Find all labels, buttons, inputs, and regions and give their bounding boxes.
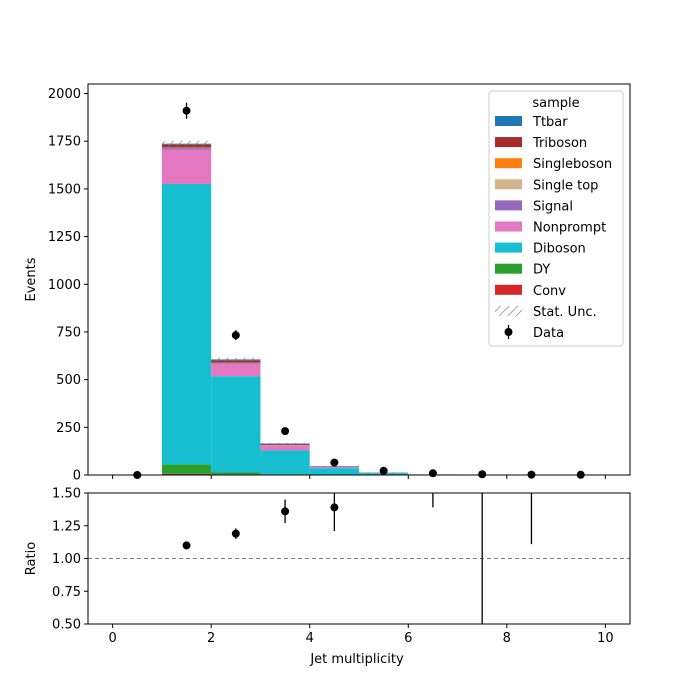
main-y-tick-label-7: 1750 [48,135,81,150]
legend-label-ttbar: Ttbar [532,115,568,130]
bar-dy-bin-1 [161,464,212,474]
legend-label-dy: DY [533,263,550,278]
main-y-tick-label-6: 1500 [48,182,81,197]
main-y-tick-label-0: 0 [73,469,81,484]
main-y-tick-label-2: 500 [56,373,81,388]
data-point-2 [231,331,240,340]
ratio-point-4 [429,424,437,432]
x-tick-label-3: 6 [404,631,412,646]
bar-signal-bin-1 [161,148,212,150]
bar-nonprompt-bin-1 [161,149,212,184]
legend-label-signal: Signal [533,199,573,214]
x-tick-label-0: 0 [108,631,116,646]
bar-diboson-bin-1 [161,183,212,465]
legend-swatch-triboson [495,137,522,148]
stat-unc-bin-1 [161,140,212,147]
ratio-y-tick-label-2: 1.00 [52,552,81,567]
legend-label-stat-unc: Stat. Unc. [533,305,597,320]
ratio-point-5 [478,463,486,471]
stat-unc-bin-2 [211,357,261,362]
bar-diboson-bin-3 [260,450,310,475]
bar-nonprompt-bin-2 [211,363,261,377]
legend-title: sample [532,96,579,111]
bar-dy-bin-2 [211,472,261,475]
legend-label-diboson: Diboson [533,242,586,257]
bar-triboson-bin-3 [260,444,310,446]
bar-nonprompt-bin-4 [309,467,359,469]
legend-swatch-nonprompt [495,221,522,232]
ratio-x-ticks: 0 2 4 6 8 10 [108,624,614,646]
main-axes-frame [87,83,631,476]
ratio-point-0 [182,541,191,550]
bar-diboson-bin-2 [211,376,261,473]
legend-swatch-single-top [495,179,522,190]
ratio-point-3 [330,503,339,512]
x-tick-label-1: 2 [207,631,215,646]
legend-label-single-top: Single top [533,178,598,193]
x-axis-label: Jet multiplicity [309,652,404,667]
bar-diboson-bin-4 [309,468,359,475]
legend-label-conv: Conv [533,284,566,299]
x-tick-label-5: 10 [597,631,614,646]
legend-swatch-ttbar [495,116,522,126]
x-tick-label-4: 8 [503,631,511,646]
legend-swatch-stat-unc [495,305,522,316]
main-x-ticks [112,475,606,479]
legend-swatch-signal [495,200,522,211]
ratio-y-tick-label-4: 1.50 [52,487,81,502]
main-y-tick-label-4: 1000 [48,278,81,293]
main-y-tick-label-1: 250 [56,421,81,436]
legend-swatch-dy [495,263,522,274]
ratio-plot: 0.50 0.75 1.00 1.25 1.50 0 2 4 6 8 10 Ratio Jet m… [24,424,631,667]
ratio-y-axis-label: Ratio [24,542,39,575]
data-point-3 [281,427,290,436]
legend-data-marker [504,328,513,336]
x-tick-label-2: 4 [306,631,314,646]
ratio-axes-frame [87,492,631,625]
ratio-point-1 [231,529,240,538]
bar-signal-bin-2 [211,363,261,364]
legend-frame [488,90,624,347]
data-point-7 [478,470,487,479]
stacked-histogram [161,143,507,475]
ratio-y-tick-label-3: 1.25 [52,519,81,534]
main-y-tick-label-3: 750 [56,325,81,340]
data-point-6 [428,469,437,478]
ratio-y-ticks: 0.50 0.75 1.00 1.25 1.50 [52,487,88,633]
ratio-y-tick-label-1: 0.75 [52,585,81,600]
ratio-points [182,424,535,624]
bar-nonprompt-bin-3 [260,445,310,451]
main-y-axis-label: Events [24,257,39,301]
legend-swatch-diboson [495,242,522,253]
main-y-tick-label-8: 2000 [48,87,81,102]
data-point-5 [379,466,388,475]
ratio-point-6 [527,450,535,458]
ratio-y-tick-label-0: 0.50 [52,618,81,633]
ratio-point-2 [281,507,290,516]
bar-triboson-bin-2 [211,360,261,363]
bar-conv-bin-1 [161,473,212,475]
main-y-tick-label-5: 1250 [48,230,81,245]
legend-label-data: Data [533,326,564,341]
legend-swatch-singleboson [495,158,522,169]
stat-unc-bin-3 [260,442,310,445]
legend: sample Ttbar Triboson Singleboson Single to… [488,90,624,347]
legend-label-nonprompt: Nonprompt [533,221,606,236]
data-points [133,102,585,479]
legend-swatch-conv [495,284,522,295]
legend-label-triboson: Triboson [532,136,587,151]
data-point-1 [182,106,191,115]
legend-label-singleboson: Singleboson [533,157,612,172]
main-y-ticks: 0 250 500 750 1000 1250 1500 1750 2000 [48,87,88,484]
legend-items: Ttbar Triboson Singleboson Single top Signal… [495,115,612,341]
main-plot: 0 250 500 750 1000 1250 1500 1750 2000 Events [24,83,631,484]
data-point-4 [330,458,339,467]
